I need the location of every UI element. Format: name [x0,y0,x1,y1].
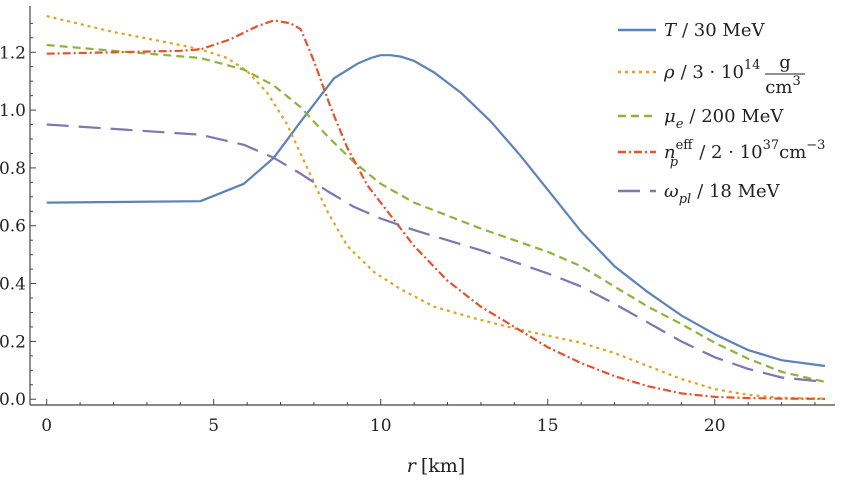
y-tick-label: 0.4 [0,275,26,295]
legend-label-4: neff p / 2 · 1037cm−3 [664,138,825,170]
legend-label-5: ωpl / 18 MeV [664,181,781,207]
legend-symbol: T [664,20,678,41]
legend-text: / 200 MeV [689,106,784,127]
y-tick-label: 1.0 [0,101,26,121]
legend-subscript: pl [679,192,691,207]
series-line-1 [46,54,826,368]
legend-subscript: e [676,117,684,132]
legend-unit: cm [779,142,806,163]
axes: 0 5 10 15 20 0.0 0.2 0.4 0.6 0.8 1.0 1.2 [0,6,835,436]
legend-unit-exponent: −3 [806,138,825,153]
x-tick-label: 0 [41,416,52,436]
x-axis-label: r [km] [407,455,465,477]
x-tick-label: 15 [537,416,559,436]
legend-text: / 2 · 10 [699,142,762,163]
legend-symbol: ω [664,181,679,202]
y-tick-label: 1.2 [0,43,26,63]
legend-text: / 18 MeV [697,181,780,202]
series-line-4 [46,19,826,400]
x-axis-label-unit: [km] [421,455,465,477]
legend-label-2: ρ / 3 · 1014 [663,58,760,83]
legend-symbol: ρ [663,62,675,83]
legend-text: / 3 · 10 [681,62,744,83]
legend-label-3: μe / 200 MeV [664,106,784,132]
legend-fraction-denominator: cm3 [765,74,800,98]
x-tick-label: 10 [370,416,392,436]
y-tick-label: 0.0 [0,390,26,410]
legend-fraction-numerator: g [779,52,791,73]
legend-exponent: 37 [763,138,780,153]
x-tick-label: 20 [704,416,726,436]
legend-superscript: eff [676,138,695,153]
series-layer [46,15,826,400]
x-axis-label-var: r [407,455,418,477]
legend-symbol: μ [664,106,676,127]
y-tick-label: 0.2 [0,332,26,352]
x-tick-label: 5 [208,416,219,436]
legend-text: / 30 MeV [682,20,765,41]
legend-label-1: T/ 30 MeV [664,20,766,41]
y-tick-label: 0.8 [0,159,26,179]
legend-subscript: p [670,155,679,170]
series-line-3 [46,43,826,383]
y-tick-label: 0.6 [0,217,26,237]
legend-symbol: n [664,142,676,163]
legend-exponent: 14 [744,58,761,73]
legend-fraction-denominator-exp: 3 [792,74,800,89]
